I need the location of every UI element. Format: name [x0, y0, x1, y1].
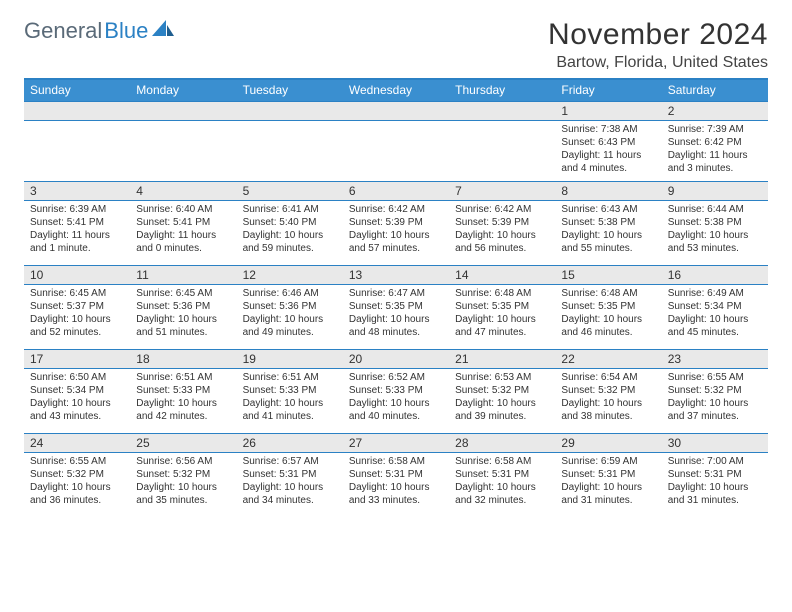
day-cell: Sunrise: 6:54 AM Sunset: 5:32 PM Dayligh… [555, 369, 661, 433]
day-cell: Sunrise: 6:47 AM Sunset: 5:35 PM Dayligh… [343, 285, 449, 349]
day-number: 23 [662, 350, 768, 368]
day-cell: Sunrise: 6:48 AM Sunset: 5:35 PM Dayligh… [555, 285, 661, 349]
day-number [237, 102, 343, 120]
dayhead-monday: Monday [130, 80, 236, 101]
day-cell: Sunrise: 6:56 AM Sunset: 5:32 PM Dayligh… [130, 453, 236, 517]
week-numrow: 3456789 [24, 181, 768, 200]
day-cell: Sunrise: 7:00 AM Sunset: 5:31 PM Dayligh… [662, 453, 768, 517]
dayhead-sunday: Sunday [24, 80, 130, 101]
day-number: 6 [343, 182, 449, 200]
day-cell: Sunrise: 6:43 AM Sunset: 5:38 PM Dayligh… [555, 201, 661, 265]
day-cell: Sunrise: 6:44 AM Sunset: 5:38 PM Dayligh… [662, 201, 768, 265]
day-cell: Sunrise: 6:55 AM Sunset: 5:32 PM Dayligh… [24, 453, 130, 517]
day-cell: Sunrise: 6:52 AM Sunset: 5:33 PM Dayligh… [343, 369, 449, 433]
day-cell [449, 121, 555, 181]
day-number: 11 [130, 266, 236, 284]
day-number: 12 [237, 266, 343, 284]
day-cell: Sunrise: 6:58 AM Sunset: 5:31 PM Dayligh… [449, 453, 555, 517]
day-number: 18 [130, 350, 236, 368]
week-bodyrow: Sunrise: 6:55 AM Sunset: 5:32 PM Dayligh… [24, 452, 768, 517]
week-numrow: 10111213141516 [24, 265, 768, 284]
header-row: GeneralBlue November 2024 Bartow, Florid… [24, 18, 768, 72]
day-cell: Sunrise: 6:57 AM Sunset: 5:31 PM Dayligh… [237, 453, 343, 517]
page-root: GeneralBlue November 2024 Bartow, Florid… [0, 0, 792, 612]
brand-part2: Blue [104, 18, 148, 44]
day-number: 15 [555, 266, 661, 284]
day-number: 10 [24, 266, 130, 284]
day-cell: Sunrise: 6:45 AM Sunset: 5:37 PM Dayligh… [24, 285, 130, 349]
day-number: 14 [449, 266, 555, 284]
day-number [24, 102, 130, 120]
day-number: 4 [130, 182, 236, 200]
day-cell: Sunrise: 6:48 AM Sunset: 5:35 PM Dayligh… [449, 285, 555, 349]
day-number: 30 [662, 434, 768, 452]
week-bodyrow: Sunrise: 7:38 AM Sunset: 6:43 PM Dayligh… [24, 120, 768, 181]
week-bodyrow: Sunrise: 6:50 AM Sunset: 5:34 PM Dayligh… [24, 368, 768, 433]
week-bodyrow: Sunrise: 6:39 AM Sunset: 5:41 PM Dayligh… [24, 200, 768, 265]
calendar: Sunday Monday Tuesday Wednesday Thursday… [24, 78, 768, 517]
day-cell: Sunrise: 7:39 AM Sunset: 6:42 PM Dayligh… [662, 121, 768, 181]
day-number: 24 [24, 434, 130, 452]
dayhead-wednesday: Wednesday [343, 80, 449, 101]
day-cell: Sunrise: 6:58 AM Sunset: 5:31 PM Dayligh… [343, 453, 449, 517]
day-number: 2 [662, 102, 768, 120]
day-number: 22 [555, 350, 661, 368]
day-header-row: Sunday Monday Tuesday Wednesday Thursday… [24, 80, 768, 101]
brand-part1: General [24, 18, 102, 44]
day-number [449, 102, 555, 120]
day-number: 25 [130, 434, 236, 452]
dayhead-saturday: Saturday [662, 80, 768, 101]
day-cell: Sunrise: 6:51 AM Sunset: 5:33 PM Dayligh… [237, 369, 343, 433]
day-number: 5 [237, 182, 343, 200]
dayhead-friday: Friday [555, 80, 661, 101]
day-number: 20 [343, 350, 449, 368]
day-cell [24, 121, 130, 181]
day-number: 16 [662, 266, 768, 284]
week-numrow: 12 [24, 101, 768, 120]
day-cell: Sunrise: 6:40 AM Sunset: 5:41 PM Dayligh… [130, 201, 236, 265]
day-cell: Sunrise: 6:46 AM Sunset: 5:36 PM Dayligh… [237, 285, 343, 349]
day-cell: Sunrise: 6:50 AM Sunset: 5:34 PM Dayligh… [24, 369, 130, 433]
day-cell: Sunrise: 6:45 AM Sunset: 5:36 PM Dayligh… [130, 285, 236, 349]
day-cell [130, 121, 236, 181]
brand-logo: GeneralBlue [24, 18, 174, 44]
title-block: November 2024 Bartow, Florida, United St… [548, 18, 768, 72]
day-number: 27 [343, 434, 449, 452]
sail-icon [152, 18, 174, 44]
day-cell [237, 121, 343, 181]
dayhead-tuesday: Tuesday [237, 80, 343, 101]
location-line: Bartow, Florida, United States [548, 54, 768, 72]
day-number: 1 [555, 102, 661, 120]
day-number: 21 [449, 350, 555, 368]
day-cell: Sunrise: 6:51 AM Sunset: 5:33 PM Dayligh… [130, 369, 236, 433]
week-bodyrow: Sunrise: 6:45 AM Sunset: 5:37 PM Dayligh… [24, 284, 768, 349]
day-number: 29 [555, 434, 661, 452]
week-numrow: 24252627282930 [24, 433, 768, 452]
day-number [130, 102, 236, 120]
day-cell: Sunrise: 7:38 AM Sunset: 6:43 PM Dayligh… [555, 121, 661, 181]
day-number: 13 [343, 266, 449, 284]
day-cell: Sunrise: 6:41 AM Sunset: 5:40 PM Dayligh… [237, 201, 343, 265]
day-number: 17 [24, 350, 130, 368]
day-cell: Sunrise: 6:39 AM Sunset: 5:41 PM Dayligh… [24, 201, 130, 265]
day-number: 7 [449, 182, 555, 200]
day-cell: Sunrise: 6:55 AM Sunset: 5:32 PM Dayligh… [662, 369, 768, 433]
day-number: 19 [237, 350, 343, 368]
day-number [343, 102, 449, 120]
day-number: 9 [662, 182, 768, 200]
day-cell: Sunrise: 6:59 AM Sunset: 5:31 PM Dayligh… [555, 453, 661, 517]
day-cell: Sunrise: 6:49 AM Sunset: 5:34 PM Dayligh… [662, 285, 768, 349]
day-cell: Sunrise: 6:53 AM Sunset: 5:32 PM Dayligh… [449, 369, 555, 433]
day-cell: Sunrise: 6:42 AM Sunset: 5:39 PM Dayligh… [343, 201, 449, 265]
day-cell [343, 121, 449, 181]
day-number: 28 [449, 434, 555, 452]
day-cell: Sunrise: 6:42 AM Sunset: 5:39 PM Dayligh… [449, 201, 555, 265]
dayhead-thursday: Thursday [449, 80, 555, 101]
day-number: 3 [24, 182, 130, 200]
week-numrow: 17181920212223 [24, 349, 768, 368]
calendar-body: 12Sunrise: 7:38 AM Sunset: 6:43 PM Dayli… [24, 101, 768, 517]
day-number: 8 [555, 182, 661, 200]
page-title: November 2024 [548, 18, 768, 52]
day-number: 26 [237, 434, 343, 452]
